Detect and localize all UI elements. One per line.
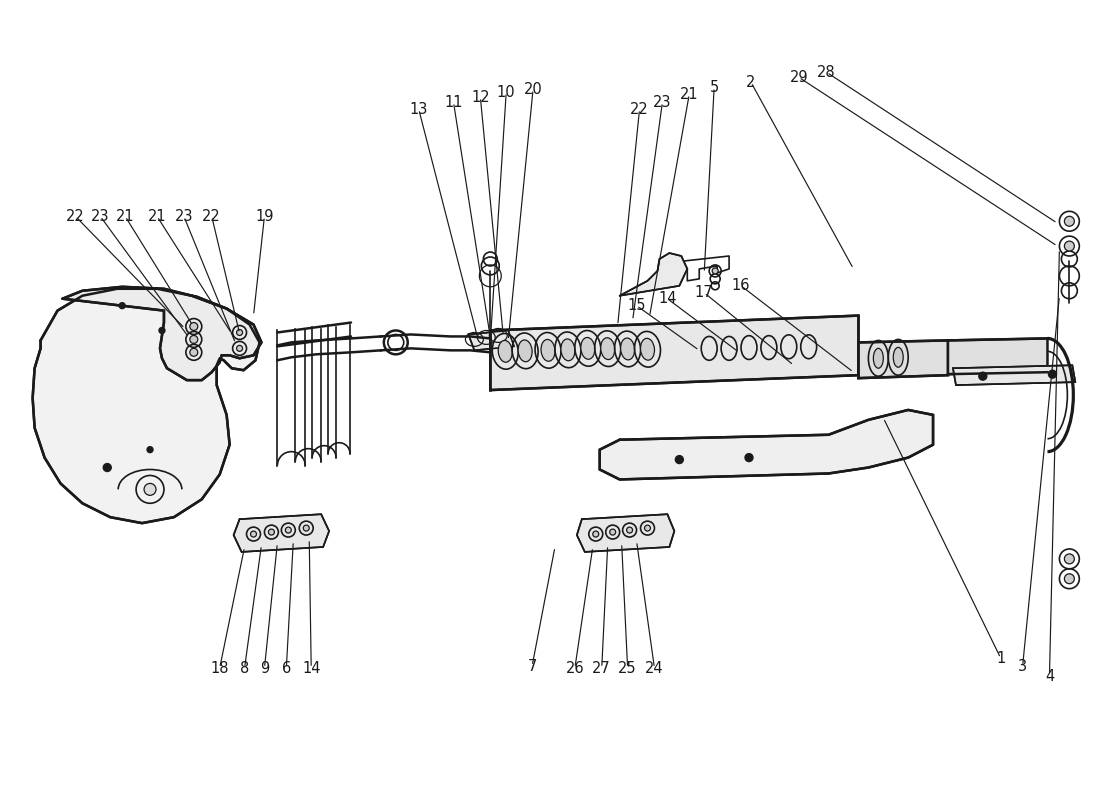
Circle shape [147,446,153,453]
Ellipse shape [561,339,575,361]
Circle shape [236,330,243,335]
Ellipse shape [498,341,513,362]
Text: 18: 18 [210,661,229,676]
Circle shape [285,527,292,533]
Text: 16: 16 [732,278,750,294]
Text: 26: 26 [565,661,584,676]
Ellipse shape [620,338,635,360]
Ellipse shape [893,347,903,367]
Circle shape [645,525,650,531]
Circle shape [627,527,632,533]
Circle shape [190,348,198,356]
Polygon shape [600,410,933,479]
Circle shape [979,372,987,380]
Polygon shape [491,315,858,390]
Text: 14: 14 [302,661,320,676]
Text: 21: 21 [147,209,166,224]
Text: 11: 11 [444,94,463,110]
Ellipse shape [518,340,532,362]
Text: 9: 9 [260,661,270,676]
Text: 17: 17 [695,286,714,300]
Polygon shape [469,330,514,350]
Text: 24: 24 [646,661,663,676]
Text: 1: 1 [997,650,1005,666]
Circle shape [1065,241,1075,251]
Text: 23: 23 [653,94,672,110]
Text: 25: 25 [618,661,637,676]
Text: 5: 5 [710,80,718,94]
Text: 19: 19 [255,209,274,224]
Circle shape [1065,554,1075,564]
Circle shape [103,463,111,471]
Circle shape [160,327,165,334]
Polygon shape [63,286,262,380]
Text: 10: 10 [497,85,516,100]
Text: 22: 22 [630,102,649,117]
Text: 21: 21 [680,86,698,102]
Polygon shape [233,514,329,552]
Polygon shape [953,366,1076,385]
Ellipse shape [601,338,615,359]
Text: 22: 22 [66,209,85,224]
Polygon shape [619,253,688,296]
Text: 14: 14 [658,291,676,306]
Circle shape [609,529,616,535]
Text: 15: 15 [627,298,646,313]
Text: 8: 8 [240,661,250,676]
Text: 29: 29 [790,70,808,85]
Text: 21: 21 [116,209,134,224]
Text: 4: 4 [1045,669,1054,683]
Circle shape [251,531,256,537]
Text: 13: 13 [409,102,428,117]
Circle shape [119,302,125,309]
Circle shape [745,454,754,462]
Circle shape [1065,574,1075,584]
Text: 7: 7 [527,658,537,674]
Circle shape [304,525,309,531]
Polygon shape [858,341,948,378]
Ellipse shape [541,339,556,362]
Circle shape [236,346,243,351]
Text: 27: 27 [593,661,612,676]
Text: 23: 23 [91,209,110,224]
Circle shape [190,335,198,343]
Text: 12: 12 [471,90,490,105]
Ellipse shape [640,338,654,360]
Text: 22: 22 [202,209,221,224]
Polygon shape [948,338,1047,374]
Ellipse shape [581,338,595,359]
Circle shape [712,268,718,274]
Circle shape [1065,216,1075,226]
Ellipse shape [873,348,883,368]
Text: 20: 20 [524,82,542,97]
Circle shape [675,456,683,463]
Text: 28: 28 [817,65,836,80]
Circle shape [190,322,198,330]
Polygon shape [33,289,260,523]
Text: 23: 23 [175,209,194,224]
Text: 3: 3 [1018,658,1027,674]
Polygon shape [576,514,674,552]
Circle shape [1048,370,1056,378]
Text: 2: 2 [746,74,756,90]
Text: 6: 6 [282,661,292,676]
Circle shape [268,529,274,535]
Circle shape [144,483,156,495]
Circle shape [593,531,598,537]
